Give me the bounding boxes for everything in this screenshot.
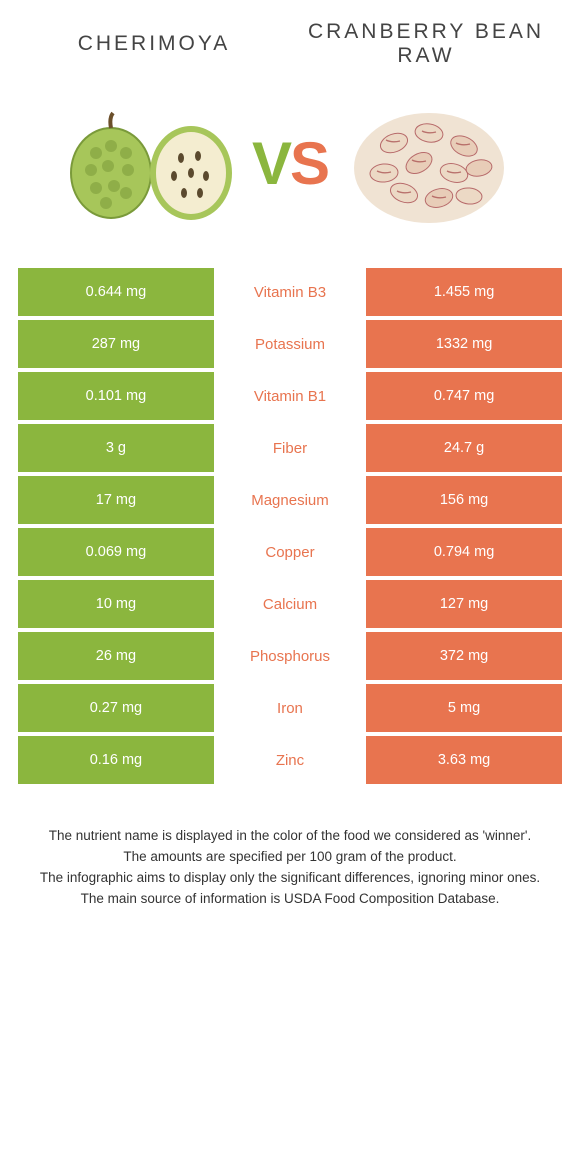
right-value: 1.455 mg — [366, 268, 562, 316]
table-row: 0.069 mgCopper0.794 mg — [18, 528, 562, 576]
right-value: 5 mg — [366, 684, 562, 732]
vs-row: VS — [18, 98, 562, 228]
table-row: 0.644 mgVitamin B31.455 mg — [18, 268, 562, 316]
nutrient-label: Copper — [214, 528, 366, 576]
nutrient-label: Fiber — [214, 424, 366, 472]
nutrient-table: 0.644 mgVitamin B31.455 mg287 mgPotassiu… — [18, 268, 562, 784]
left-food-title: Cherimoya — [18, 32, 290, 56]
nutrient-label: Vitamin B1 — [214, 372, 366, 420]
table-row: 17 mgMagnesium156 mg — [18, 476, 562, 524]
right-value: 24.7 g — [366, 424, 562, 472]
right-food-title: Cranberry Bean Raw — [290, 20, 562, 68]
nutrient-label: Iron — [214, 684, 366, 732]
vs-s: S — [290, 130, 328, 197]
left-value: 0.27 mg — [18, 684, 214, 732]
cherimoya-image — [66, 98, 236, 228]
right-value: 0.747 mg — [366, 372, 562, 420]
right-value: 1332 mg — [366, 320, 562, 368]
footer-line-1: The nutrient name is displayed in the co… — [26, 826, 554, 847]
footer-notes: The nutrient name is displayed in the co… — [18, 826, 562, 910]
nutrient-label: Phosphorus — [214, 632, 366, 680]
table-row: 10 mgCalcium127 mg — [18, 580, 562, 628]
table-row: 287 mgPotassium1332 mg — [18, 320, 562, 368]
nutrient-label: Potassium — [214, 320, 366, 368]
right-value: 156 mg — [366, 476, 562, 524]
right-value: 127 mg — [366, 580, 562, 628]
nutrient-label: Calcium — [214, 580, 366, 628]
table-row: 0.16 mgZinc3.63 mg — [18, 736, 562, 784]
nutrient-label: Magnesium — [214, 476, 366, 524]
right-value: 372 mg — [366, 632, 562, 680]
left-value: 0.101 mg — [18, 372, 214, 420]
left-value: 0.069 mg — [18, 528, 214, 576]
table-row: 0.101 mgVitamin B10.747 mg — [18, 372, 562, 420]
left-value: 10 mg — [18, 580, 214, 628]
infographic-container: Cherimoya Cranberry Bean Raw — [0, 0, 580, 920]
footer-line-4: The main source of information is USDA F… — [26, 889, 554, 910]
footer-line-3: The infographic aims to display only the… — [26, 868, 554, 889]
left-value: 26 mg — [18, 632, 214, 680]
vs-v: V — [252, 130, 290, 197]
table-row: 26 mgPhosphorus372 mg — [18, 632, 562, 680]
right-value: 3.63 mg — [366, 736, 562, 784]
header: Cherimoya Cranberry Bean Raw — [18, 20, 562, 68]
table-row: 3 gFiber24.7 g — [18, 424, 562, 472]
left-value: 3 g — [18, 424, 214, 472]
left-value: 0.644 mg — [18, 268, 214, 316]
left-value: 287 mg — [18, 320, 214, 368]
nutrient-label: Vitamin B3 — [214, 268, 366, 316]
left-value: 17 mg — [18, 476, 214, 524]
cranberry-bean-image — [344, 98, 514, 228]
right-value: 0.794 mg — [366, 528, 562, 576]
left-value: 0.16 mg — [18, 736, 214, 784]
vs-label: VS — [252, 129, 328, 198]
table-row: 0.27 mgIron5 mg — [18, 684, 562, 732]
footer-line-2: The amounts are specified per 100 gram o… — [26, 847, 554, 868]
nutrient-label: Zinc — [214, 736, 366, 784]
